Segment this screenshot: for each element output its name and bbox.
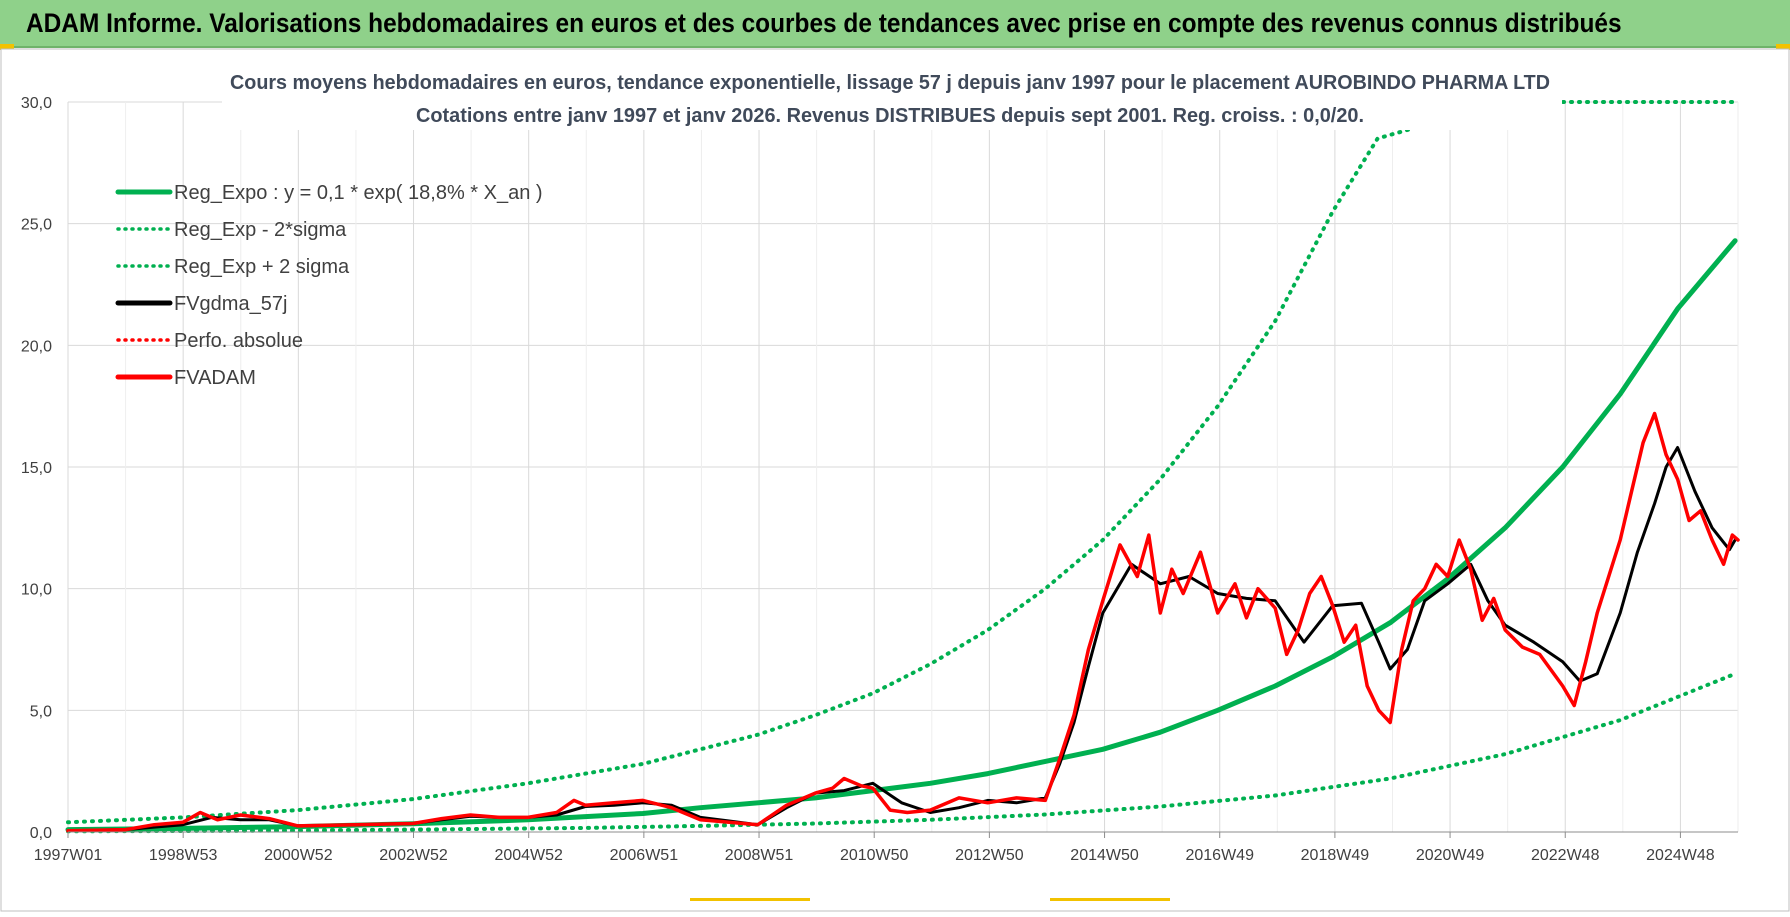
x-tick-label: 2012W50 — [955, 847, 1024, 864]
y-tick-label: 5,0 — [30, 703, 52, 720]
corner-marker — [1776, 44, 1790, 50]
chart-area: 0,0 5,0 10,0 15,0 20,0 25,0 30,0 1997W01 1998W53… — [0, 48, 1790, 912]
y-tick-label: 0,0 — [30, 825, 52, 842]
title-background — [222, 66, 1562, 130]
chart-title: Cours moyens hebdomadaires en euros, ten… — [230, 72, 1550, 94]
x-tick-label: 2004W52 — [494, 847, 563, 864]
x-tick-label: 2006W51 — [610, 847, 679, 864]
bottom-marker — [690, 898, 810, 901]
chart-title-group: Cours moyens hebdomadaires en euros, ten… — [222, 66, 1562, 130]
y-tick-label: 10,0 — [21, 582, 52, 599]
report-header: ADAM Informe. Valorisations hebdomadaire… — [0, 0, 1790, 48]
x-tick-label: 2020W49 — [1416, 847, 1485, 864]
y-tick-label: 15,0 — [21, 460, 52, 477]
line-chart: 0,0 5,0 10,0 15,0 20,0 25,0 30,0 1997W01 1998W53… — [0, 48, 1790, 912]
x-tick-label: 1998W53 — [149, 847, 218, 864]
x-tick-label: 2008W51 — [725, 847, 794, 864]
x-tick-label: 2000W52 — [264, 847, 333, 864]
chart-subtitle: Cotations entre janv 1997 et janv 2026. … — [416, 105, 1364, 127]
legend-label: Reg_Expo : y = 0,1 * exp( 18,8% * X_an ) — [174, 182, 543, 204]
x-tick-label: 2002W52 — [379, 847, 448, 864]
series-fvadam — [66, 411, 1740, 833]
y-tick-label: 20,0 — [21, 338, 52, 355]
legend-label: FVADAM — [174, 367, 256, 389]
x-tick-label: 2014W50 — [1070, 847, 1139, 864]
report-title: ADAM Informe. Valorisations hebdomadaire… — [26, 8, 1622, 38]
legend: Reg_Expo : y = 0,1 * exp( 18,8% * X_an )… — [115, 182, 543, 389]
x-tick-label: 2022W48 — [1531, 847, 1600, 864]
series-reg-exp-minus-2sigma — [66, 671, 1738, 834]
chart-border — [0, 48, 1790, 912]
y-tick-label: 25,0 — [21, 217, 52, 234]
bottom-marker — [1050, 898, 1170, 901]
x-tick-label: 2010W50 — [840, 847, 909, 864]
x-tick-label: 2024W48 — [1646, 847, 1715, 864]
grid — [67, 101, 1739, 833]
legend-label: Perfo. absolue — [174, 330, 303, 352]
series-group — [65, 100, 1740, 834]
series-reg-expo — [65, 238, 1738, 833]
legend-label: Reg_Exp - 2*sigma — [174, 219, 347, 241]
legend-label: FVgdma_57j — [174, 293, 287, 315]
x-tick-label: 2018W49 — [1301, 847, 1370, 864]
axes: 0,0 5,0 10,0 15,0 20,0 25,0 30,0 1997W01 1998W53… — [21, 95, 1738, 864]
legend-label: Reg_Exp + 2 sigma — [174, 256, 350, 278]
y-tick-label: 30,0 — [21, 95, 52, 112]
corner-marker — [0, 44, 14, 50]
x-tick-label: 2016W49 — [1185, 847, 1254, 864]
series-reg-exp-plus-2sigma — [66, 100, 1738, 825]
x-tick-label: 1997W01 — [34, 847, 103, 864]
